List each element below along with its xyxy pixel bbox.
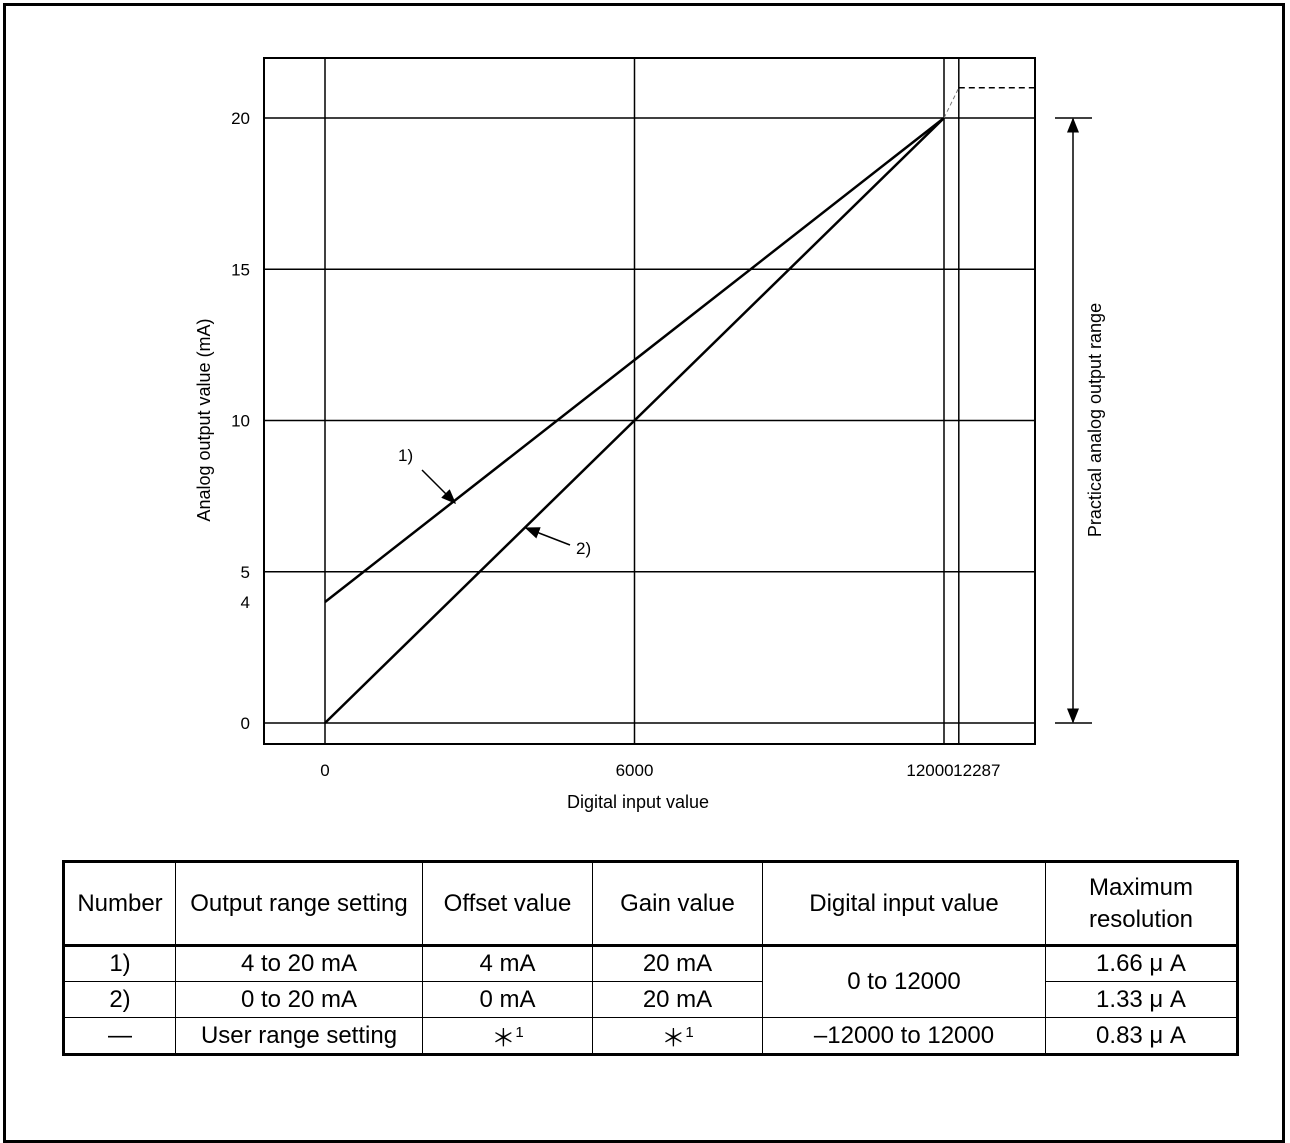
- series-line-1: [324, 117, 945, 603]
- tick-labels: 0 6000 12000 12287 0 4 5 10 15 20: [231, 109, 1000, 780]
- cell-digital-input: –12000 to 12000: [762, 1017, 1046, 1055]
- cell-offset: ＊1: [422, 1017, 593, 1055]
- cell-resolution: 1.33 μ A: [1045, 981, 1238, 1018]
- cell-gain: 20 mA: [592, 981, 763, 1018]
- saturation-slope: [943, 87, 960, 119]
- cell-digital-input: 0 to 12000: [762, 945, 1046, 1018]
- x-tick-label: 12287: [953, 761, 1000, 780]
- series-label-2-leader: [524, 527, 571, 546]
- y-tick-label: 4: [241, 593, 250, 612]
- y-tick-label: 10: [231, 412, 250, 431]
- cell-number: 1): [63, 945, 176, 982]
- practical-range-label: Practical analog output range: [1085, 303, 1105, 537]
- table-header-row: Number Output range setting Offset value…: [63, 861, 1238, 947]
- cell-gain: 20 mA: [592, 945, 763, 982]
- cell-gain: ＊1: [592, 1017, 763, 1055]
- cell-number: 2): [63, 981, 176, 1018]
- annotations: 1) 2): [398, 117, 1092, 724]
- note-mark: ＊: [661, 1025, 686, 1052]
- table-row: 2) 0 to 20 mA 0 mA 20 mA 1.33 μ A: [63, 981, 1238, 1018]
- note-number: 1: [685, 1024, 694, 1041]
- range-spec-table: Number Output range setting Offset value…: [62, 860, 1239, 1056]
- header-gain: Gain value: [592, 861, 763, 947]
- plot-border: [263, 57, 1036, 745]
- cell-offset: 0 mA: [422, 981, 593, 1018]
- y-tick-label: 15: [231, 260, 250, 279]
- y-axis-label: Analog output value (mA): [194, 318, 214, 521]
- y-tick-label: 5: [241, 563, 250, 582]
- cell-range: 4 to 20 mA: [175, 945, 423, 982]
- table-row: 1) 4 to 20 mA 4 mA 20 mA 0 to 12000 1.66…: [63, 945, 1238, 1018]
- series-label-1: 1): [398, 446, 413, 465]
- x-axis-label: Digital input value: [567, 792, 709, 812]
- note-number: 1: [515, 1024, 524, 1041]
- header-max-resolution: Maximum resolution: [1045, 861, 1238, 947]
- x-tick-label: 0: [320, 761, 329, 780]
- table-row: — User range setting ＊1 ＊1 –12000 to 120…: [63, 1017, 1238, 1055]
- cell-number: —: [63, 1017, 176, 1055]
- y-tick-label: 20: [231, 109, 250, 128]
- y-tick-label: 0: [241, 714, 250, 733]
- header-number: Number: [63, 861, 176, 947]
- header-output-range: Output range setting: [175, 861, 423, 947]
- note-mark: ＊: [491, 1025, 516, 1052]
- cell-resolution: 0.83 μ A: [1045, 1017, 1238, 1055]
- cell-range: User range setting: [175, 1017, 423, 1055]
- cell-offset: 4 mA: [422, 945, 593, 982]
- series-label-2: 2): [576, 539, 591, 558]
- cell-resolution: 1.66 μ A: [1045, 945, 1238, 982]
- header-digital-input: Digital input value: [762, 861, 1046, 947]
- output-characteristic-chart: 0 6000 12000 12287 0 4 5 10 15 20 1) 2) Digital in…: [194, 57, 1105, 812]
- header-offset: Offset value: [422, 861, 593, 947]
- series-line-2: [324, 117, 945, 724]
- x-tick-label: 6000: [616, 761, 654, 780]
- cell-range: 0 to 20 mA: [175, 981, 423, 1018]
- series-layer: [324, 87, 1035, 724]
- x-tick-label: 12000: [906, 761, 953, 780]
- grid-lines: [264, 58, 1035, 744]
- series-label-1-leader: [421, 469, 457, 505]
